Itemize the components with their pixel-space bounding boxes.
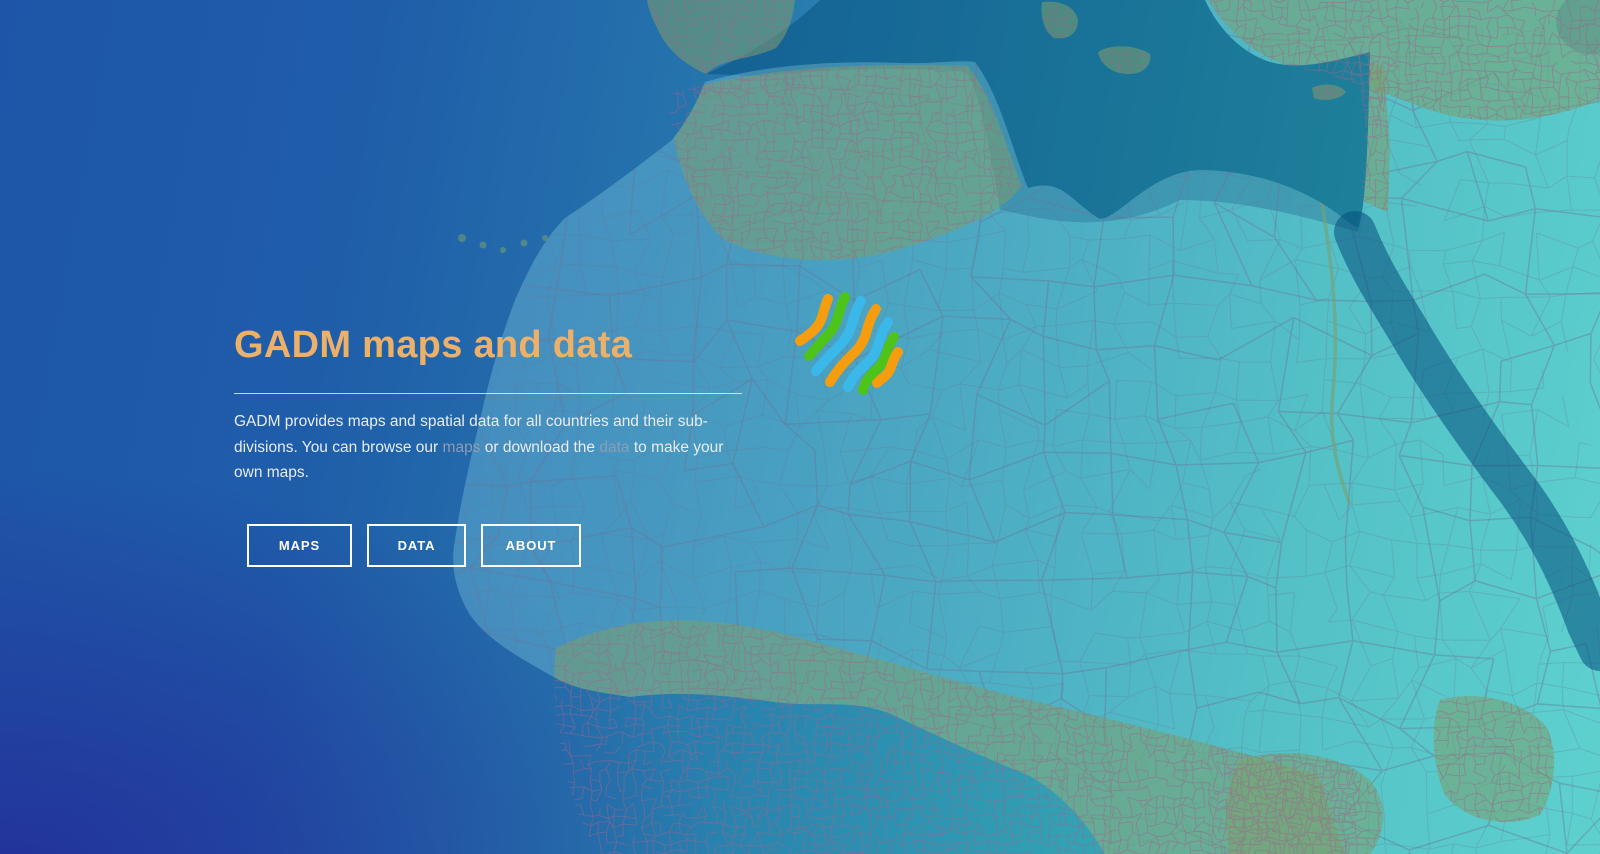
maps-link[interactable]: maps bbox=[442, 438, 481, 456]
description-text: to make your own maps. bbox=[234, 438, 724, 482]
title-divider bbox=[234, 393, 742, 394]
canary-island-dot bbox=[479, 241, 487, 249]
red-sea-shape bbox=[1334, 211, 1600, 671]
gadm-logo-icon bbox=[795, 292, 903, 395]
canary-island-dot bbox=[542, 235, 548, 241]
logo-wave-7 bbox=[872, 347, 903, 388]
canary-island-dot bbox=[520, 239, 528, 247]
mediterranean-sea-shape bbox=[706, 0, 1370, 232]
maps-button[interactable]: MAPS bbox=[247, 523, 352, 567]
description-text: or download the bbox=[480, 438, 600, 456]
logo-wave-6 bbox=[858, 332, 899, 395]
hero-buttons: MAPS DATA ABOUT bbox=[247, 523, 748, 567]
about-button[interactable]: ABOUT bbox=[481, 523, 581, 567]
logo-wave-2 bbox=[804, 292, 850, 361]
data-link[interactable]: data bbox=[599, 438, 630, 456]
description-text: GADM provides maps and spatial data for … bbox=[234, 413, 708, 456]
nile-river-line bbox=[1318, 191, 1352, 506]
page-title: GADM maps and data bbox=[234, 324, 633, 366]
dense-admin-regions-europe bbox=[458, 0, 1346, 253]
logo-wave-4 bbox=[825, 304, 881, 387]
data-button[interactable]: DATA bbox=[367, 523, 466, 567]
logo-wave-1 bbox=[795, 294, 833, 346]
hero-description: GADM provides maps and spatial data for … bbox=[234, 409, 742, 486]
canary-island-dot bbox=[500, 247, 506, 253]
logo-wave-3 bbox=[811, 296, 866, 376]
logo-wave-5 bbox=[843, 317, 893, 392]
hero-content: GADM maps and data GADM provides maps an… bbox=[234, 322, 748, 567]
canary-island-dot bbox=[458, 234, 466, 242]
